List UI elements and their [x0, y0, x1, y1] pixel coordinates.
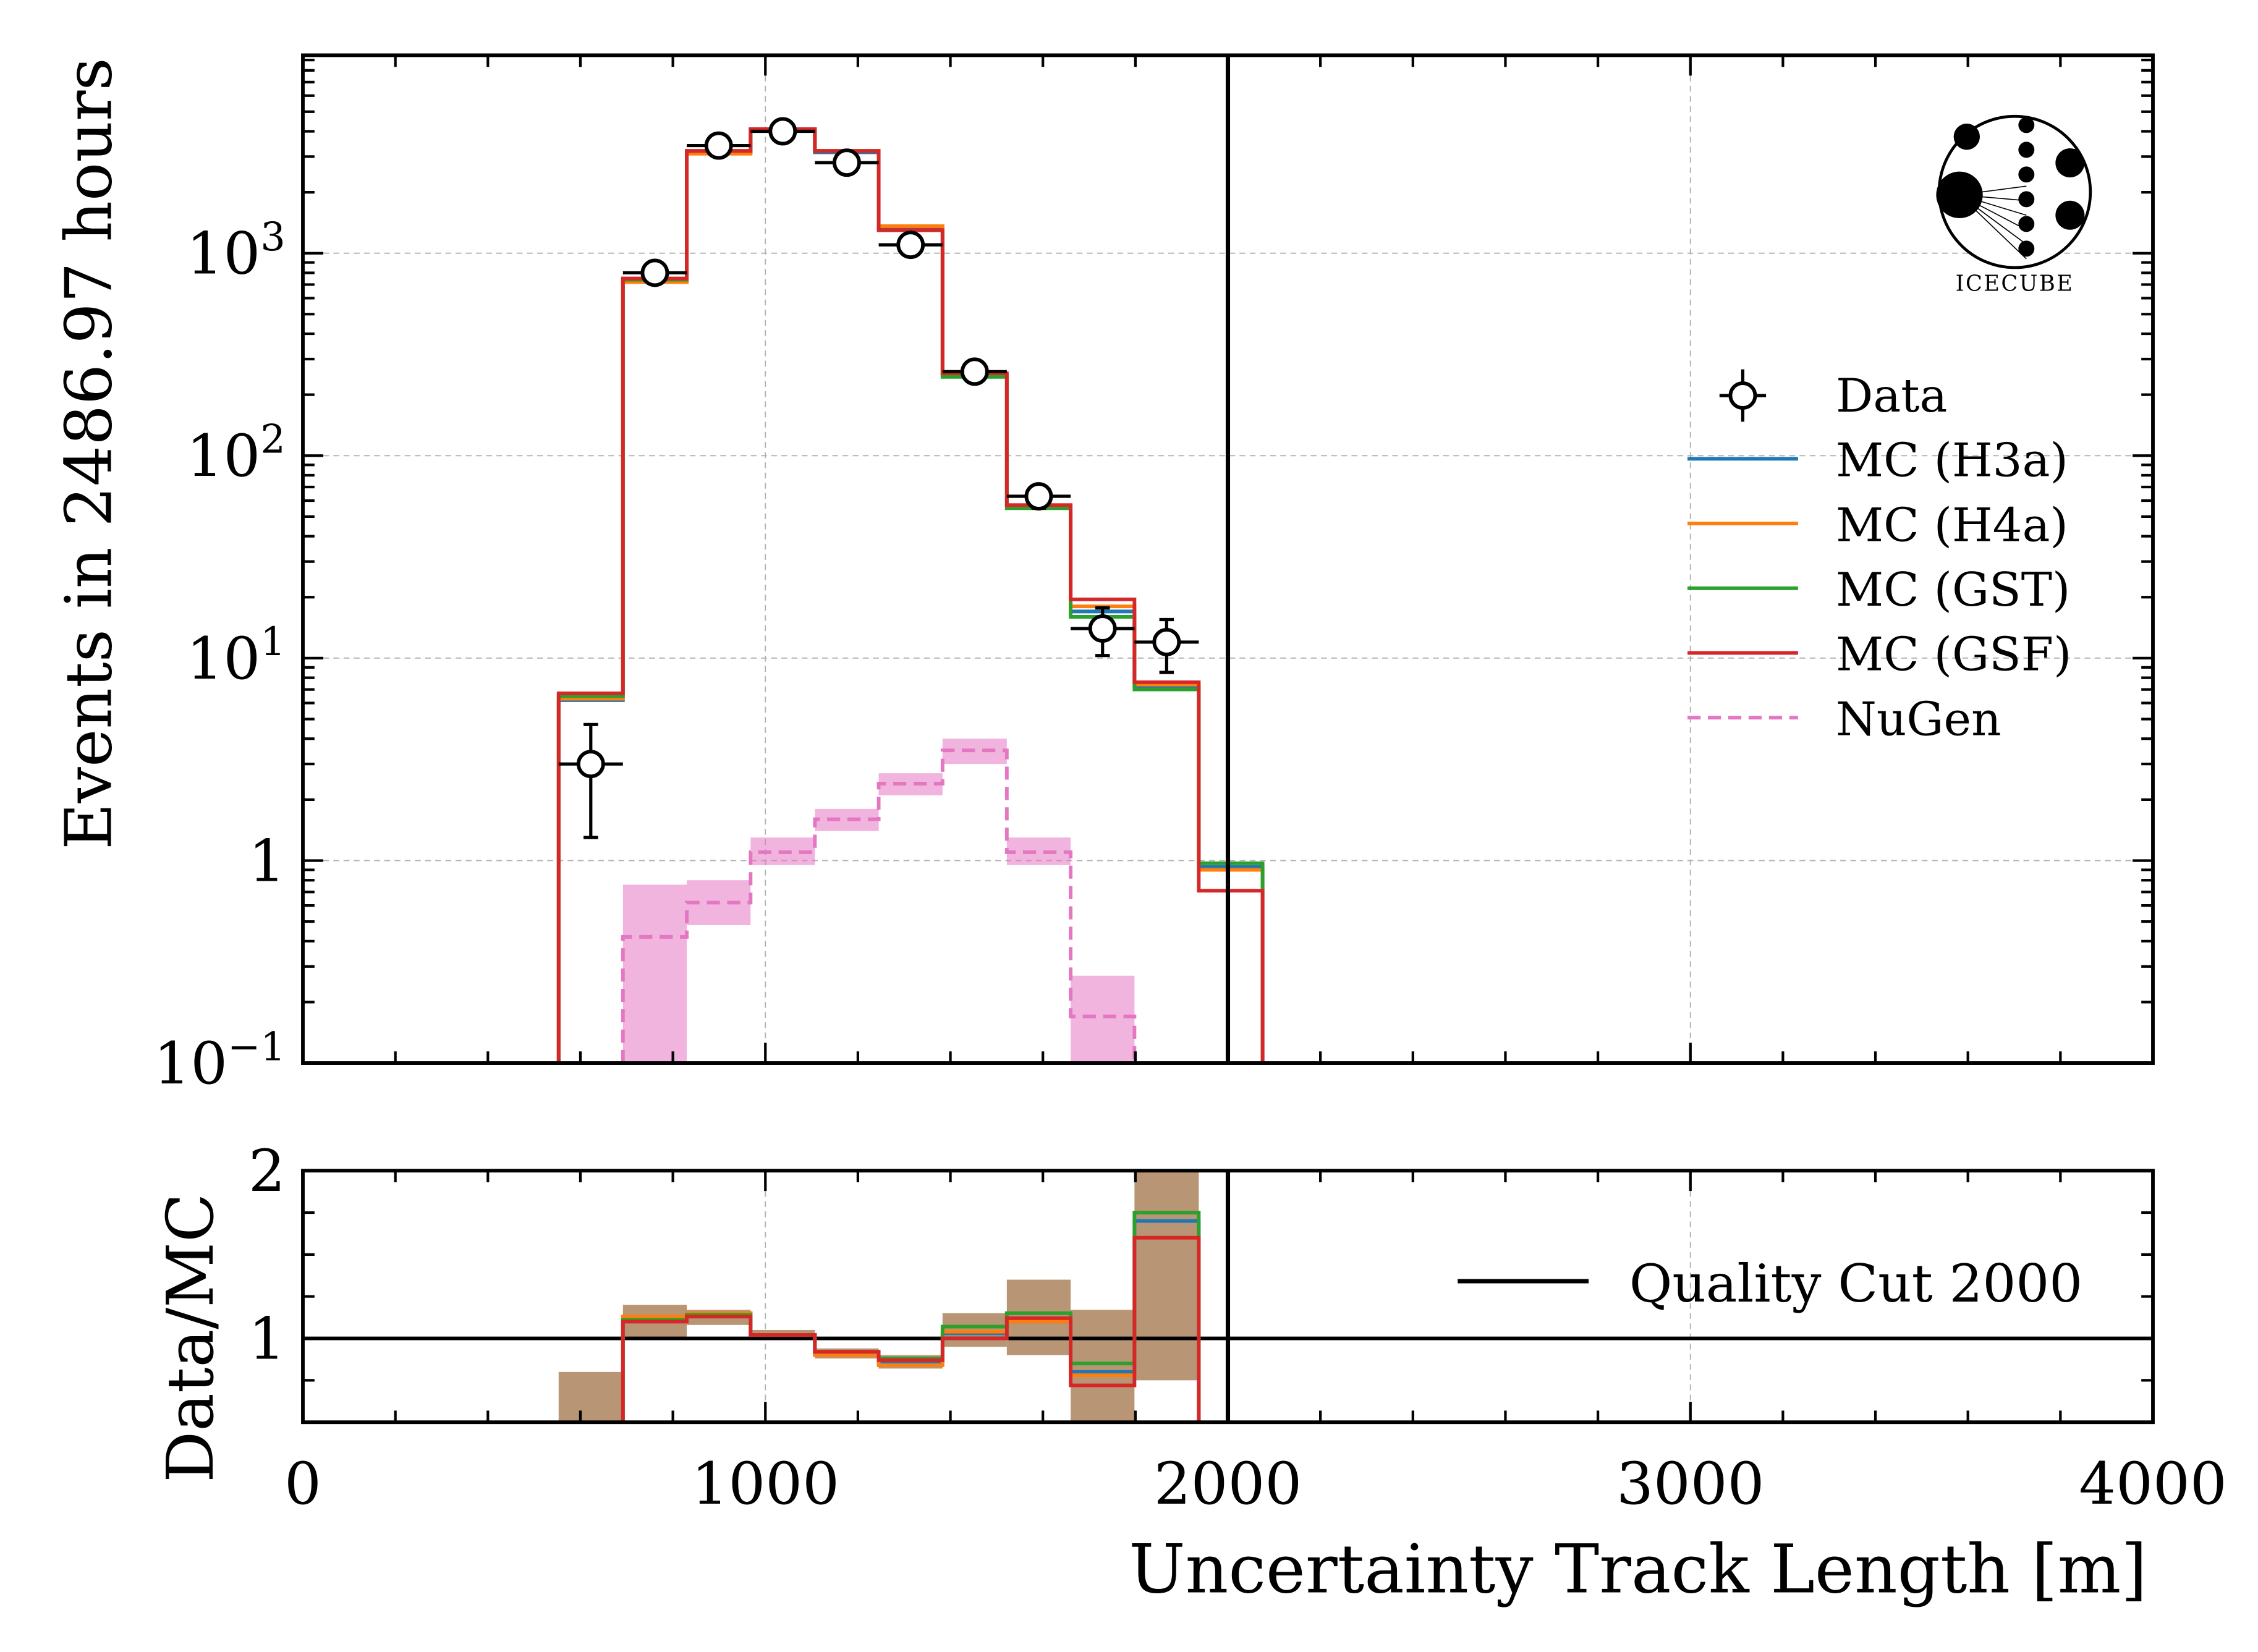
- data-point: [1071, 606, 1135, 658]
- x-axis-label: Uncertainty Track Length [m]: [1129, 1531, 2147, 1609]
- logo-ray: [1959, 185, 2027, 196]
- data-marker: [1088, 614, 1117, 643]
- data-marker: [896, 231, 925, 260]
- logo-dot: [2055, 148, 2085, 178]
- legend-item-data: Data: [1719, 368, 1947, 423]
- ratio-band: [1071, 1310, 1135, 1423]
- logo-ray: [1959, 194, 2027, 260]
- x-tick-label: 3000: [1616, 1451, 1765, 1518]
- data-point: [687, 131, 751, 160]
- data-marker: [1152, 627, 1181, 656]
- x-tick-label: 2000: [1154, 1451, 1302, 1518]
- data-marker: [640, 258, 669, 287]
- data-point: [1006, 482, 1071, 510]
- logo-dot: [2018, 240, 2035, 257]
- x-tick-label: 0: [284, 1451, 321, 1518]
- nugen-line: [621, 748, 1137, 1064]
- legend-label: MC (H3a): [1836, 433, 2068, 488]
- ratio-y-tick-label: 1: [248, 1305, 286, 1373]
- legend-label: MC (H4a): [1836, 498, 2068, 552]
- ratio-ylabel: Data/MC: [154, 1193, 228, 1483]
- legend: Data MC (H3a) MC (H4a) MC (GST) MC (GSF) NuGe…: [1458, 368, 2082, 1314]
- data-marker: [576, 750, 605, 779]
- logo-dot: [1953, 124, 1980, 150]
- ratio-y-tick-label: 2: [248, 1138, 286, 1205]
- logo-ray: [1959, 194, 2027, 245]
- data-marker: [1024, 482, 1053, 510]
- top-ylabel: Events in 2486.97 hours: [52, 57, 126, 850]
- nugen-band: [1071, 975, 1135, 1064]
- y-tick-label: 102: [187, 417, 286, 491]
- logo-dot: [2018, 191, 2035, 208]
- ratio-line: [621, 1235, 1201, 1423]
- legend-label-quality-cut: Quality Cut 2000: [1629, 1253, 2082, 1314]
- logo-dot: [2018, 117, 2035, 133]
- mc-line: [556, 127, 1265, 1064]
- nugen-band: [1006, 837, 1071, 865]
- logo-dot: [2018, 166, 2035, 183]
- y-tick-label: 10−1: [153, 1023, 285, 1098]
- data-point: [750, 117, 815, 146]
- data-point: [942, 357, 1007, 386]
- legend-data-marker: [1728, 381, 1757, 410]
- mc-line: [556, 127, 1265, 1064]
- nugen-band: [878, 773, 943, 795]
- logo-ray: [1959, 194, 2027, 201]
- data-marker: [833, 148, 861, 177]
- ratio-band: [1134, 1171, 1199, 1381]
- ratio-band: [558, 1371, 623, 1423]
- logo-dot: [2018, 142, 2035, 158]
- data-marker: [768, 117, 797, 146]
- x-tick-label: 1000: [691, 1451, 839, 1518]
- data-point: [622, 258, 687, 287]
- logo-ray: [1959, 194, 2027, 231]
- logo-ray: [1959, 194, 2027, 216]
- legend-label: MC (GST): [1836, 562, 2070, 617]
- y-tick-label: 1: [248, 828, 286, 895]
- data-point: [558, 722, 623, 839]
- logo-dot: [2055, 200, 2085, 230]
- logo-text: ICECUBE: [1956, 271, 2074, 297]
- y-tick-label: 101: [187, 619, 286, 693]
- x-tick-label: 4000: [2079, 1451, 2227, 1518]
- nugen-band: [622, 884, 687, 1064]
- data-marker: [704, 131, 733, 160]
- y-tick-label: 103: [187, 214, 286, 288]
- ratio-panel: 1 2 0 1000 2000 3000 4000: [248, 1138, 2227, 1518]
- data-point: [815, 148, 879, 177]
- data-point: [1134, 617, 1199, 674]
- legend-label: MC (GSF): [1836, 627, 2071, 682]
- legend-label: Data: [1836, 368, 1947, 423]
- icecube-logo: ICECUBE: [1936, 114, 2092, 297]
- top-panel: 10−1 1 101 102 103: [153, 53, 2155, 1098]
- data-point: [878, 231, 943, 260]
- data-marker: [960, 357, 989, 386]
- legend-label: NuGen: [1836, 692, 2001, 746]
